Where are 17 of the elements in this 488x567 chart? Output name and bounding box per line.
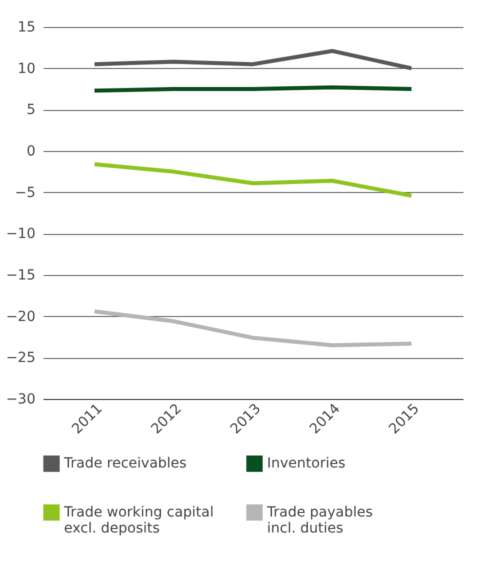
- y-tick-label: 0: [26, 144, 36, 160]
- y-tick-label: −30: [6, 392, 36, 408]
- y-tick-label: 10: [18, 60, 36, 77]
- y-tick-label: 15: [18, 20, 36, 36]
- y-tick-label: −25: [6, 350, 36, 366]
- line-series: [92, 309, 414, 348]
- legend-label: Trade working capital excl. deposits: [63, 504, 214, 536]
- y-tick-label: −15: [6, 268, 36, 284]
- legend-label: Trade receivables: [63, 456, 187, 472]
- legend-label: Trade payables incl. duties: [266, 504, 373, 536]
- line-series: [92, 48, 414, 70]
- line-series: [92, 162, 414, 198]
- y-tick-label: −10: [6, 226, 36, 242]
- legend-label: Inventories: [267, 456, 346, 472]
- y-tick-label: −20: [6, 308, 36, 325]
- y-tick-label: −5: [14, 184, 36, 201]
- y-tick-label: 5: [26, 102, 36, 118]
